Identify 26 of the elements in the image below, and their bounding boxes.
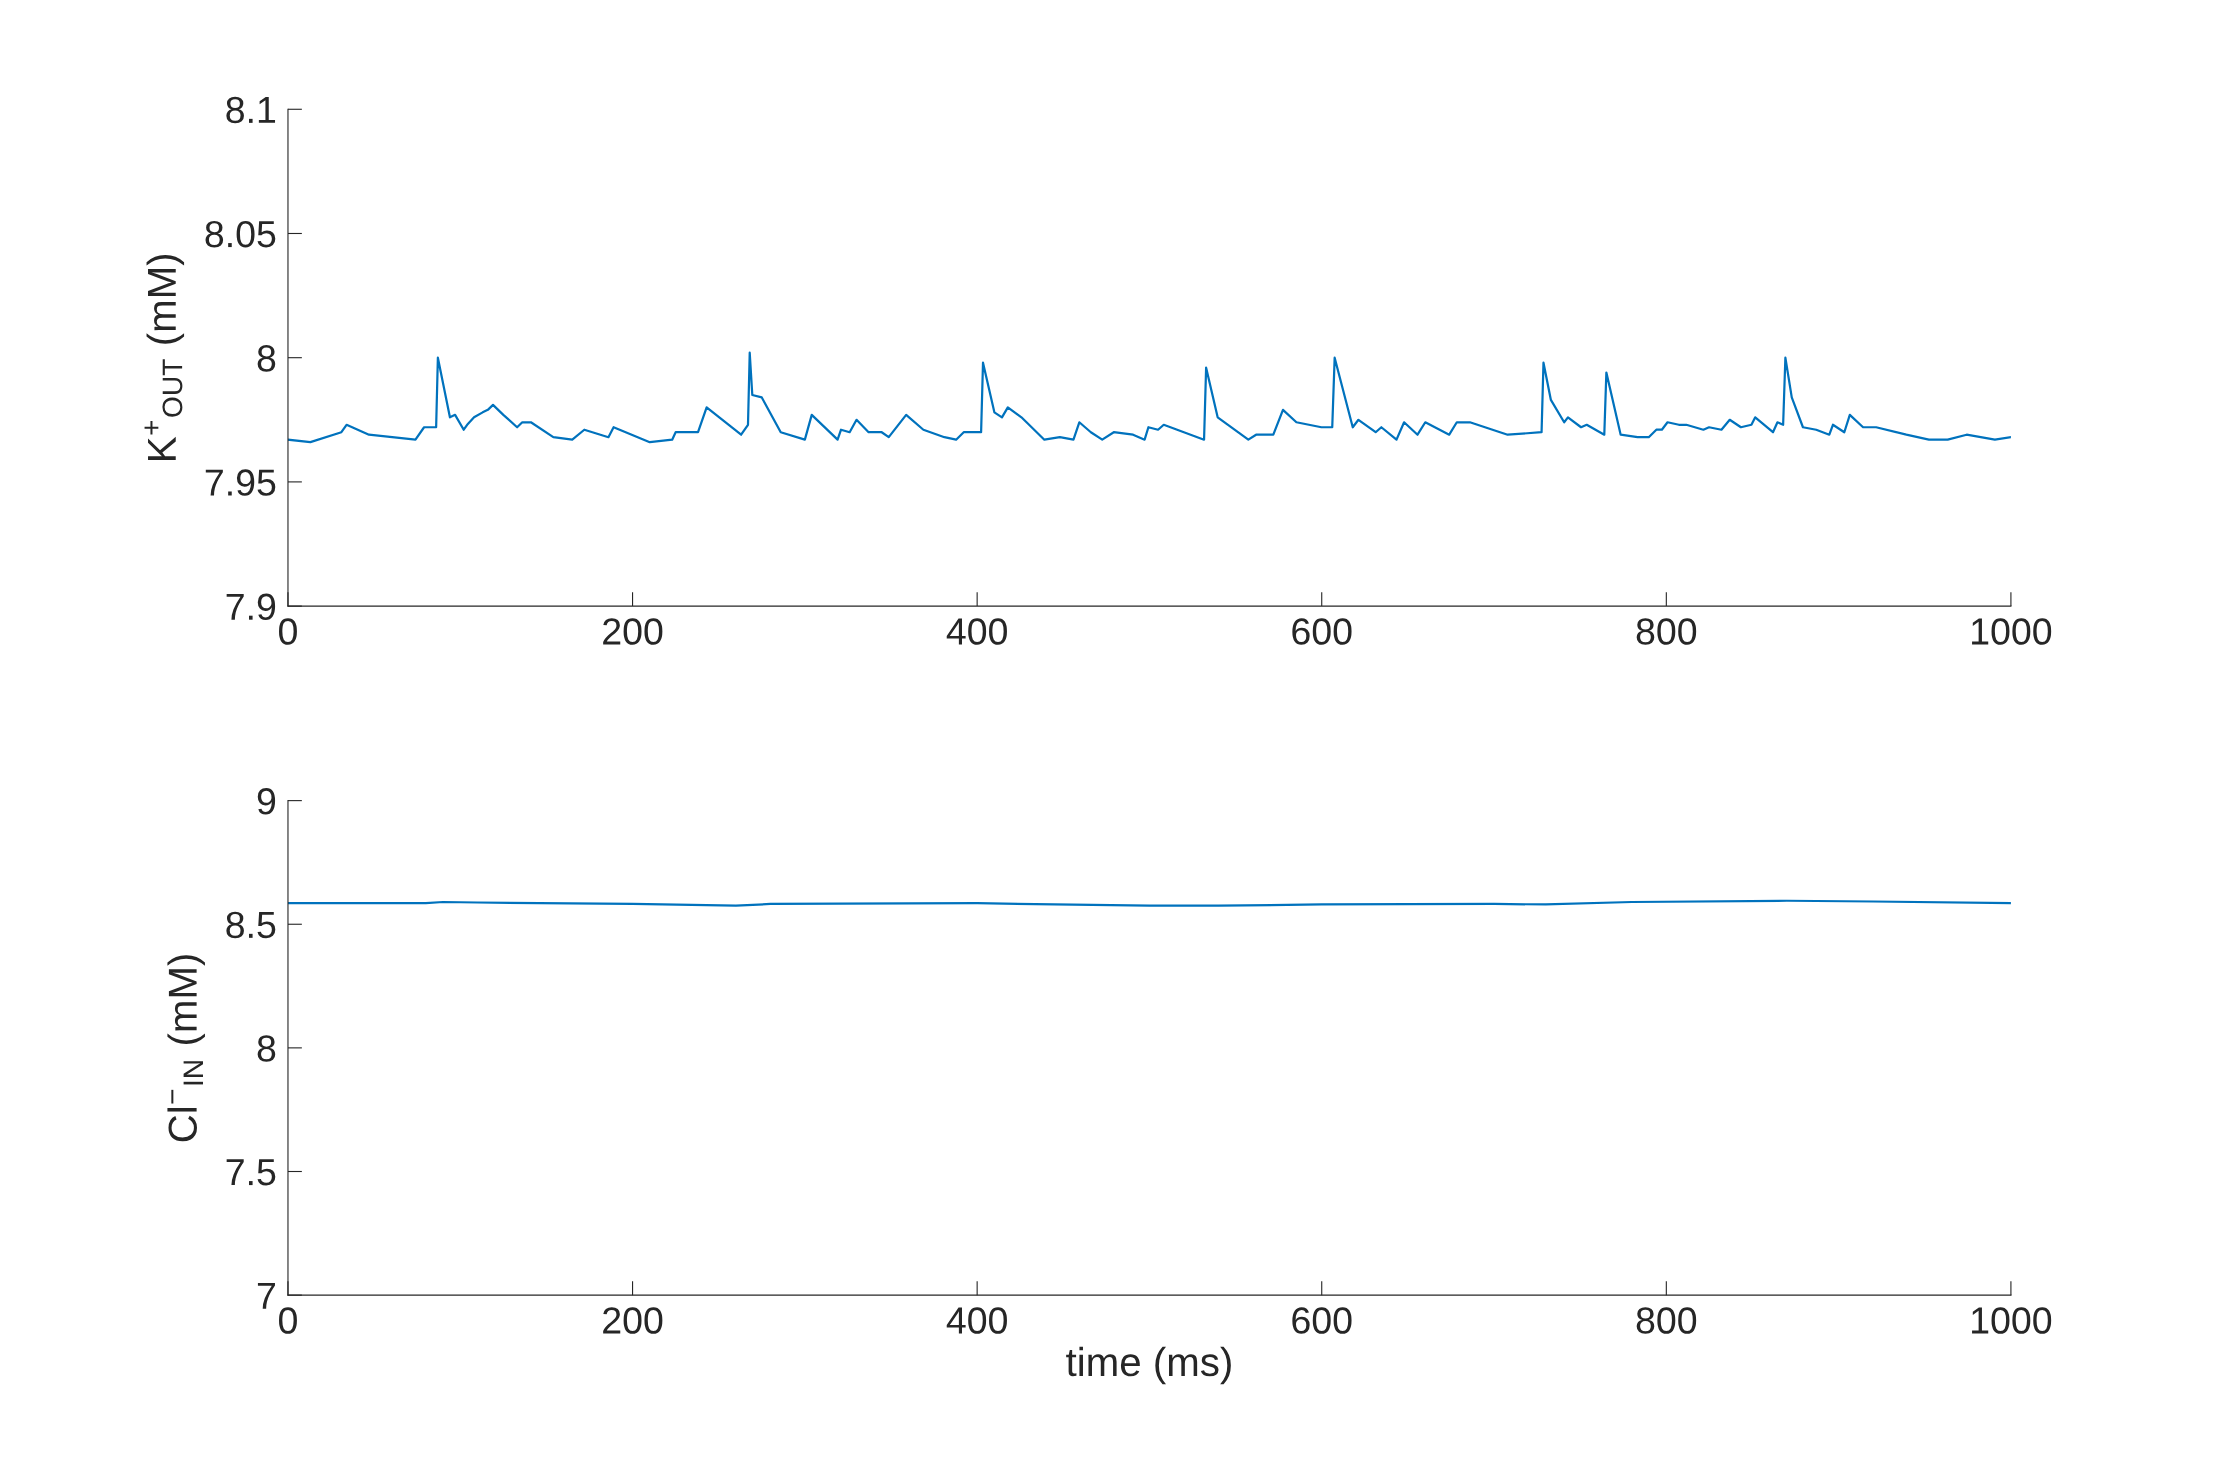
y-tick-label: 7.5 [226, 1159, 276, 1186]
x-axis-title: time (ms) [1066, 1346, 1231, 1385]
x-tick-label: 200 [603, 1307, 663, 1334]
x-tick-label: 200 [603, 618, 663, 645]
y-tick-label: 8 [257, 345, 276, 372]
y-tick-label: 8.05 [205, 220, 276, 248]
y-axis-title: K$^{+}$$_{OUT}$ (mM) [144, 254, 185, 460]
y-tick-label: 8.1 [226, 96, 276, 124]
x-tick-label: 800 [1636, 618, 1697, 645]
y-tick-label: 7.95 [205, 469, 276, 496]
x-tick-label: 0 [279, 618, 297, 645]
y-tick-label: 7 [257, 1282, 275, 1309]
y-tick-label: 9 [257, 788, 276, 815]
y-tick-label: 8.5 [226, 911, 276, 939]
y-tick-label: 7.9 [226, 593, 276, 621]
x-tick-label: 1000 [1972, 1307, 2052, 1334]
x-tick-label: 400 [946, 618, 1007, 645]
x-tick-label: 400 [946, 1307, 1007, 1334]
line-series [287, 351, 2011, 444]
x-tick-label: 0 [279, 1307, 297, 1334]
x-tick-label: 600 [1292, 1307, 1352, 1334]
y-axis-title: Cl$^{−}$$_{IN}$ (mM) [167, 955, 205, 1142]
x-tick-label: 1000 [1972, 618, 2052, 645]
y-tick-label: 8 [257, 1035, 276, 1062]
x-tick-label: 600 [1292, 618, 1352, 645]
x-tick-label: 800 [1636, 1307, 1697, 1334]
